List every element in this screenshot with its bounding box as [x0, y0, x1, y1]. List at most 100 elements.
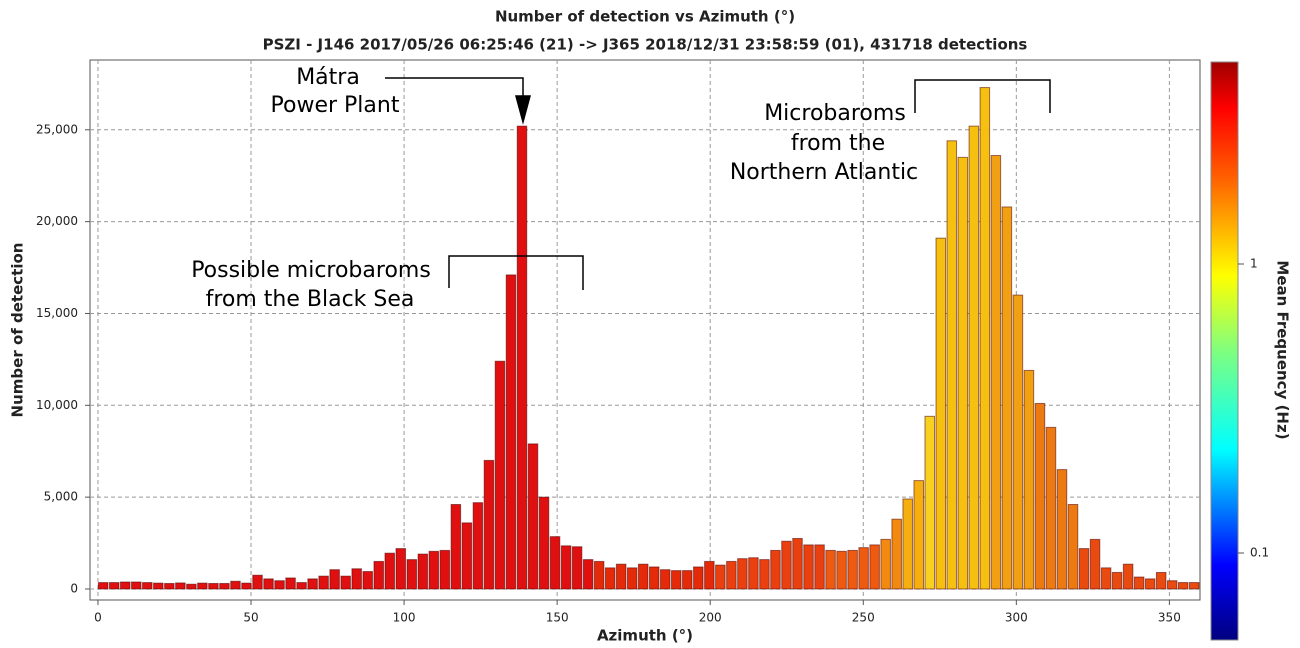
bar — [494, 360, 506, 590]
bar — [737, 558, 748, 590]
bar — [1111, 571, 1123, 590]
annotation: Possible microbaroms — [191, 258, 431, 283]
bar — [615, 563, 627, 590]
bar — [979, 87, 991, 590]
bar — [120, 581, 131, 590]
y-tick-label: 25,000 — [36, 122, 78, 136]
bar — [1188, 582, 1200, 590]
bar — [142, 582, 153, 590]
bar — [1078, 548, 1090, 590]
bar — [1045, 426, 1057, 590]
bar — [1166, 580, 1178, 590]
bar — [682, 570, 693, 590]
bar — [307, 578, 318, 590]
bar — [648, 566, 660, 590]
x-axis-label: Azimuth (°) — [597, 627, 693, 645]
bar — [439, 549, 451, 590]
bar — [880, 538, 891, 590]
bar — [318, 575, 329, 590]
bar — [792, 537, 803, 590]
annotation: Mátra — [296, 65, 360, 90]
bar — [582, 559, 594, 590]
bar — [1001, 206, 1013, 590]
x-tick-label: 150 — [546, 611, 569, 625]
bar — [428, 550, 440, 590]
bar — [748, 557, 759, 590]
colorbar-tick-label: 1 — [1250, 257, 1258, 271]
bar — [770, 549, 781, 590]
bar — [296, 582, 307, 590]
x-tick-label: 250 — [852, 611, 875, 625]
bar — [847, 549, 858, 590]
bar — [384, 552, 396, 590]
bar — [153, 582, 164, 590]
bar — [252, 574, 263, 590]
bar — [1133, 576, 1145, 590]
bar — [219, 582, 230, 590]
bar — [1144, 578, 1156, 590]
bar — [1023, 369, 1035, 590]
colorbar-tick-label: 0.1 — [1250, 546, 1269, 560]
bar — [395, 548, 407, 590]
bar — [913, 480, 924, 590]
bar — [197, 582, 208, 590]
bar — [869, 544, 880, 590]
annotations — [385, 77, 1051, 290]
bar — [131, 581, 142, 590]
bar — [593, 560, 605, 590]
bar — [825, 549, 836, 590]
arrow-head — [515, 95, 531, 125]
plot-frame — [89, 59, 1201, 601]
bar — [637, 563, 649, 590]
bar — [1100, 567, 1112, 590]
bar — [571, 546, 583, 590]
y-tick-label: 10,000 — [36, 398, 78, 412]
bar — [858, 547, 869, 590]
bar — [891, 518, 902, 590]
bar — [505, 274, 517, 590]
colorbar-label: Mean Frequency (Hz) — [1274, 260, 1292, 439]
x-tick-label: 300 — [1005, 611, 1028, 625]
bar — [241, 582, 252, 590]
bar — [803, 544, 814, 590]
bar — [351, 568, 362, 590]
bar — [1122, 563, 1134, 590]
bar — [472, 502, 484, 590]
bar — [549, 536, 561, 590]
bar — [604, 567, 616, 590]
chart-subtitle: PSZI - J146 2017/05/26 06:25:46 (21) -> … — [263, 36, 1028, 54]
bar — [968, 125, 980, 590]
bar — [946, 140, 958, 590]
bar — [373, 560, 384, 590]
bar — [329, 569, 340, 590]
bar — [97, 582, 109, 590]
bar — [1034, 402, 1046, 590]
x-tick-label: 50 — [243, 611, 258, 625]
bar — [450, 503, 462, 590]
bar — [671, 570, 682, 590]
y-tick-label: 15,000 — [36, 306, 78, 320]
bar — [902, 498, 913, 590]
annotation: from the Black Sea — [206, 287, 415, 312]
bar — [417, 553, 429, 590]
bar — [1155, 571, 1167, 590]
bar — [340, 575, 351, 590]
annotation: Northern Atlantic — [730, 160, 918, 185]
bar — [1177, 582, 1189, 590]
bar — [285, 577, 296, 590]
bar — [726, 560, 737, 590]
x-tick-label: 200 — [699, 611, 722, 625]
bar — [406, 559, 418, 590]
bar — [230, 580, 241, 590]
bar — [483, 459, 495, 590]
bracket — [914, 79, 1051, 113]
bar — [957, 156, 969, 590]
bar — [715, 564, 726, 590]
x-tick-label: 350 — [1158, 611, 1181, 625]
bar — [1012, 294, 1024, 590]
annotation: Microbaroms — [764, 101, 906, 126]
bar — [759, 559, 770, 590]
bar — [186, 583, 197, 590]
bar — [1056, 469, 1068, 590]
